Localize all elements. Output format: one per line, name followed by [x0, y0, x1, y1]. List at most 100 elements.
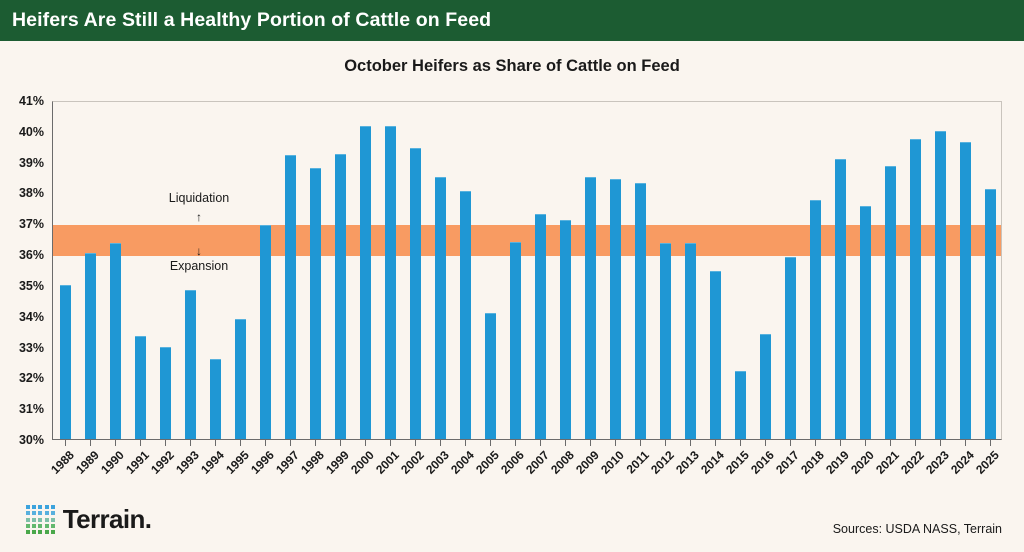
x-axis-tick-mark — [889, 440, 891, 446]
bar — [935, 130, 946, 439]
x-axis-tick-mark — [164, 440, 166, 446]
logo-dot — [38, 529, 43, 534]
x-axis: 1988 1989 1990 1991 1992 1993 1994 1995 1996 1997… — [48, 440, 1002, 500]
page-title: Heifers Are Still a Healthy Portion of C… — [12, 9, 492, 31]
annotation-expansion: Expansion — [169, 259, 229, 273]
logo-dot — [26, 505, 30, 510]
x-axis-tick-mark — [789, 440, 791, 446]
logo-dot — [38, 505, 43, 510]
bar — [410, 147, 421, 439]
x-axis-tick-mark — [714, 440, 716, 446]
bar — [810, 200, 821, 439]
bar — [910, 138, 921, 439]
y-axis-tick-label: 31% — [18, 402, 44, 417]
x-axis-tick-mark — [689, 440, 691, 446]
x-axis-tick-mark — [864, 440, 866, 446]
y-axis-tick-label: 34% — [18, 309, 44, 324]
logo-dot — [32, 517, 37, 522]
bar — [760, 334, 771, 439]
bar — [360, 126, 371, 439]
bar — [510, 241, 521, 439]
bar — [210, 358, 221, 439]
bar-series — [53, 102, 1001, 439]
sources-note: Sources: USDA NASS, Terrain — [832, 522, 1002, 536]
logo-dot — [32, 505, 37, 510]
logo-dot — [44, 517, 49, 522]
y-axis-tick-label: 35% — [18, 278, 44, 293]
bar — [585, 177, 596, 439]
x-axis-tick-mark — [764, 440, 766, 446]
x-axis-tick-mark — [139, 440, 141, 446]
bar — [435, 177, 446, 439]
bar — [885, 166, 896, 439]
bar — [610, 178, 621, 439]
x-axis-tick-mark — [289, 440, 291, 446]
y-axis-tick-label: 32% — [18, 371, 44, 386]
bar — [635, 183, 646, 439]
bar — [685, 243, 696, 439]
y-axis: 41% 40% 39% 38% 37% 36% 35% 34% 33% 32% 31% 30% — [0, 94, 52, 447]
x-axis-tick-mark — [814, 440, 816, 446]
x-axis-tick-mark — [389, 440, 391, 446]
x-axis-tick-mark — [989, 440, 991, 446]
logo-dot — [32, 529, 37, 534]
bar — [785, 257, 796, 439]
logo-dot — [26, 529, 30, 534]
bar — [560, 220, 571, 439]
bar — [310, 167, 321, 439]
x-axis-tick-mark — [614, 440, 616, 446]
x-axis-tick-mark — [964, 440, 966, 446]
x-axis-tick-mark — [739, 440, 741, 446]
bar — [835, 158, 846, 439]
x-axis-tick-mark — [314, 440, 316, 446]
bar — [235, 318, 246, 439]
logo-grid-icon — [26, 505, 55, 534]
bar — [110, 243, 121, 439]
bar — [85, 252, 96, 439]
x-axis-tick-mark — [664, 440, 666, 446]
y-axis-tick-label: 38% — [18, 186, 44, 201]
logo-dot — [38, 511, 43, 516]
y-axis-tick-label: 40% — [18, 124, 44, 139]
annotation-liquidation: Liquidation — [168, 191, 230, 205]
bar — [135, 335, 146, 439]
bar — [960, 141, 971, 439]
logo-dot — [26, 511, 30, 516]
bar — [710, 271, 721, 439]
x-axis-tick-mark — [639, 440, 641, 446]
bar — [60, 284, 71, 439]
bar — [660, 243, 671, 439]
x-axis-tick-mark — [189, 440, 191, 446]
y-axis-tick-label: 41% — [18, 94, 44, 108]
x-axis-tick-mark — [264, 440, 266, 446]
x-axis-tick-mark — [564, 440, 566, 446]
x-axis-tick-mark — [239, 440, 241, 446]
x-axis-tick-mark — [939, 440, 941, 446]
x-axis-tick-mark — [439, 440, 441, 446]
logo-dot — [38, 517, 43, 522]
x-axis-tick-mark — [589, 440, 591, 446]
bar — [260, 224, 271, 439]
x-axis-tick-mark — [839, 440, 841, 446]
y-axis-tick-label: 37% — [18, 217, 44, 232]
logo-dot — [50, 523, 55, 528]
x-axis-tick-mark — [339, 440, 341, 446]
bar — [285, 155, 296, 439]
logo-dot — [32, 523, 37, 528]
bar — [485, 312, 496, 439]
bar — [385, 126, 396, 439]
bar — [860, 206, 871, 439]
x-axis-tick-mark — [489, 440, 491, 446]
logo-dot — [50, 511, 55, 516]
logo-wordmark: Terrain. — [62, 504, 152, 534]
logo-dot — [44, 529, 49, 534]
logo-dot — [44, 511, 49, 516]
logo-dot — [32, 511, 37, 516]
header-banner: Heifers Are Still a Healthy Portion of C… — [0, 0, 1024, 41]
x-axis-tick-mark — [214, 440, 216, 446]
logo-dot — [50, 517, 55, 522]
y-axis-tick-label: 39% — [18, 155, 44, 170]
logo-dot — [26, 523, 30, 528]
bar — [735, 371, 746, 439]
logo-dot — [26, 517, 30, 522]
